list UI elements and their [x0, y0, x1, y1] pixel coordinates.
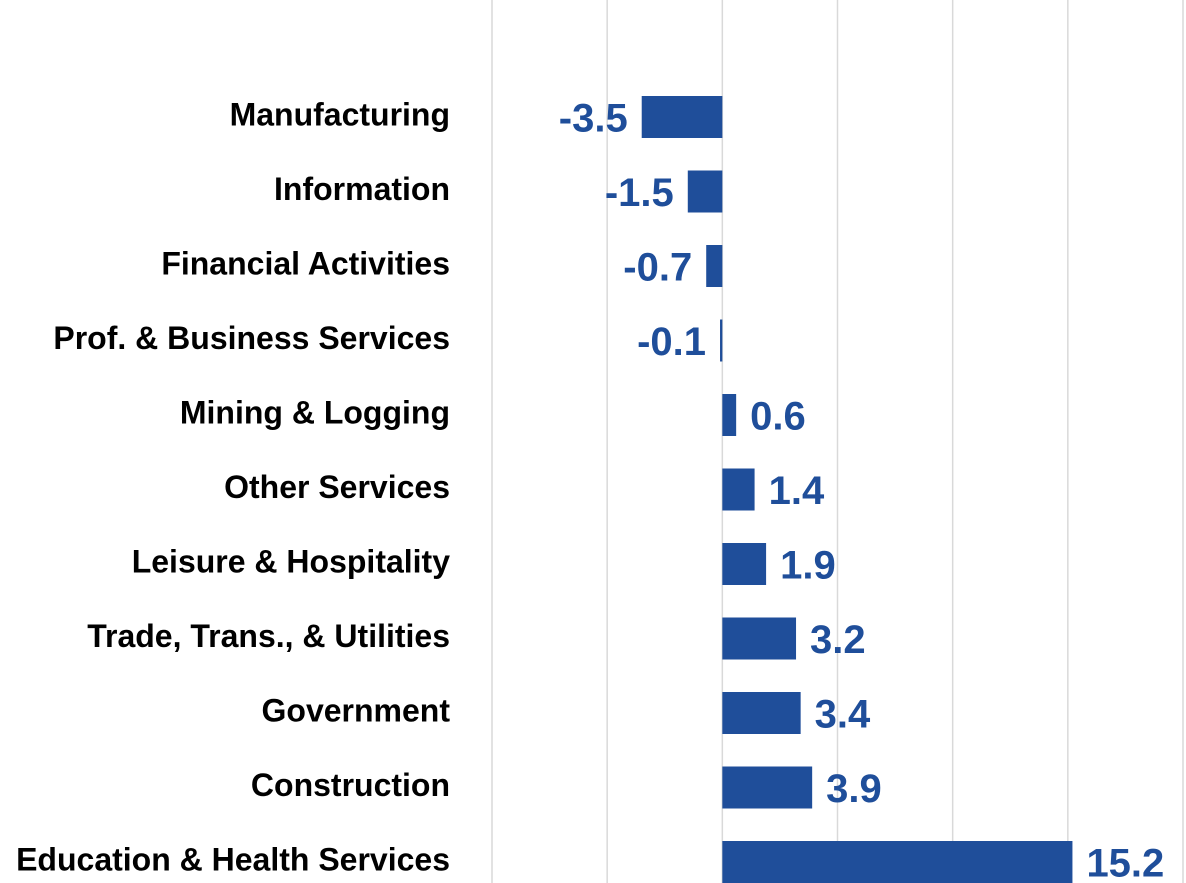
- bar: [687, 170, 723, 213]
- bar: [641, 96, 723, 138]
- bar: [722, 617, 797, 660]
- bar: [722, 692, 801, 734]
- category-label: Mining & Logging: [180, 394, 450, 430]
- bar: [706, 245, 723, 287]
- category-label: Information: [274, 171, 450, 207]
- data-label: -1.5: [605, 171, 674, 215]
- category-label: Education & Health Services: [16, 841, 450, 877]
- bar: [720, 319, 723, 362]
- data-label: -0.1: [637, 320, 706, 364]
- data-label: -3.5: [559, 97, 628, 141]
- category-label: Manufacturing: [230, 96, 450, 132]
- data-label: 1.9: [780, 544, 836, 588]
- data-label: -0.7: [623, 246, 692, 290]
- category-label: Financial Activities: [161, 245, 450, 281]
- category-label: Government: [262, 692, 451, 728]
- category-label: Trade, Trans., & Utilities: [87, 618, 450, 654]
- data-label: 1.4: [769, 469, 825, 513]
- bar: [722, 543, 767, 585]
- data-label: 3.4: [815, 693, 871, 737]
- bar: [722, 394, 737, 436]
- data-label: 3.9: [826, 767, 882, 811]
- bar: [722, 468, 755, 511]
- data-label: 3.2: [810, 618, 866, 662]
- bar: [722, 841, 1073, 883]
- category-label: Prof. & Business Services: [53, 320, 450, 356]
- bar: [722, 766, 813, 809]
- category-label: Construction: [251, 767, 450, 803]
- data-label: 15.2: [1086, 842, 1164, 883]
- data-label: 0.6: [750, 395, 806, 439]
- category-label: Other Services: [224, 469, 450, 505]
- category-label: Leisure & Hospitality: [132, 543, 451, 579]
